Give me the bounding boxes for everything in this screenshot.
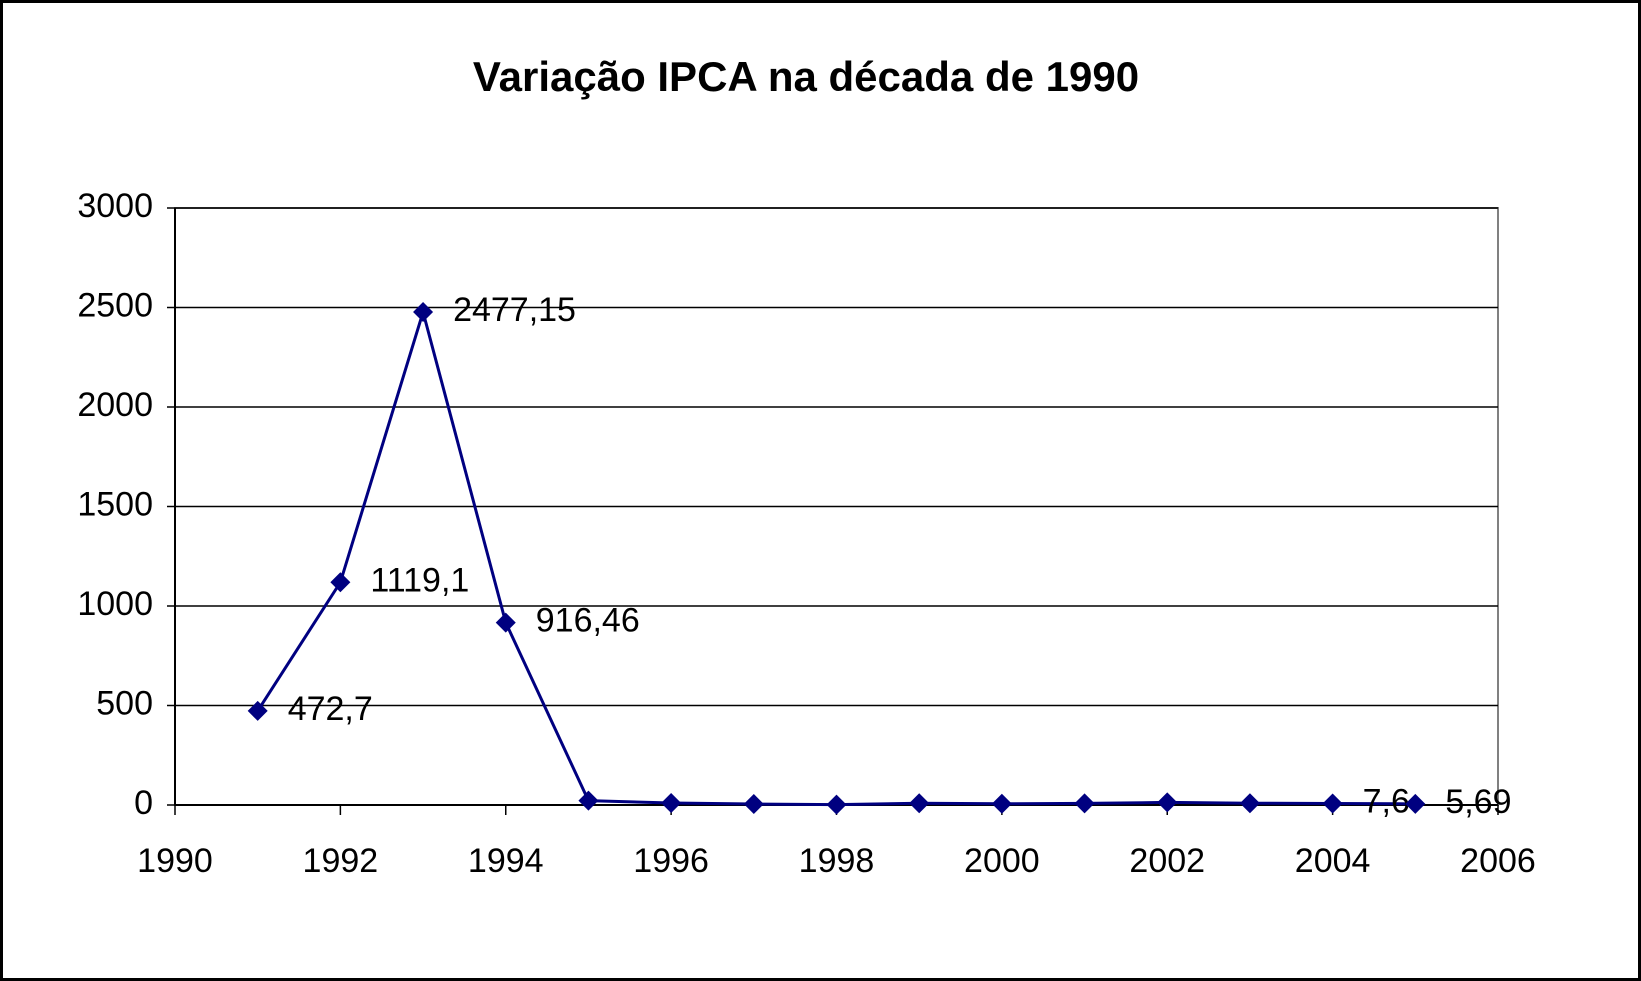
x-tick-label: 1990 [137,842,213,880]
data-point [1157,792,1178,813]
data-point [909,793,930,814]
y-tick-label: 2500 [77,286,153,324]
x-tick-label: 1998 [799,842,875,880]
x-tick-label: 1994 [468,842,544,880]
x-tick-label: 2006 [1460,842,1536,880]
data-point [578,790,599,811]
data-point [661,793,682,814]
data-point [1322,793,1343,814]
y-tick-label: 500 [96,684,153,722]
x-tick-label: 1992 [303,842,379,880]
x-tick-label: 1996 [633,842,709,880]
data-point [826,794,847,815]
data-point [1074,793,1095,814]
data-label: 472,7 [288,690,373,728]
data-point [413,302,434,323]
chart-title: Variação IPCA na década de 1990 [473,53,1139,100]
data-point [330,572,351,593]
data-point [1405,793,1426,814]
y-tick-label: 1500 [77,485,153,523]
data-point [495,612,516,633]
data-point [991,793,1012,814]
data-label: 2477,15 [453,291,576,329]
y-tick-label: 2000 [77,386,153,424]
data-label: 916,46 [536,602,640,640]
data-label: 5,69 [1445,783,1511,821]
x-tick-label: 2000 [964,842,1040,880]
y-tick-label: 3000 [77,187,153,225]
data-point [743,794,764,815]
x-tick-label: 2004 [1295,842,1371,880]
data-label: 1119,1 [370,561,469,599]
y-tick-label: 0 [134,784,153,822]
x-tick-label: 2002 [1129,842,1205,880]
data-point [247,700,268,721]
data-point [1239,793,1260,814]
data-label: 7,6 [1363,782,1410,820]
y-tick-label: 1000 [77,585,153,623]
